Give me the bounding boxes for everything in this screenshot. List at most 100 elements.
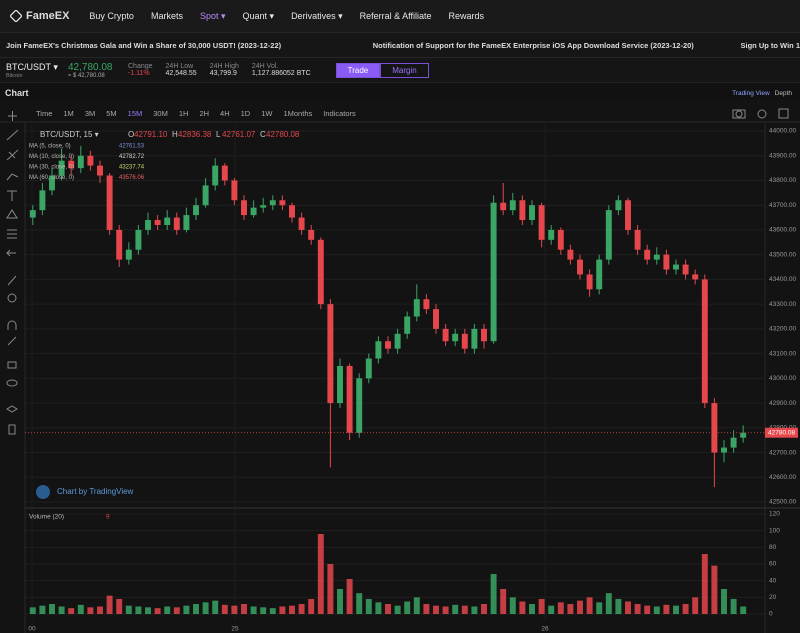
volume-bar: [260, 607, 267, 614]
logo[interactable]: FameEX: [10, 10, 69, 22]
interval[interactable]: 4H: [220, 108, 230, 118]
candle-body: [221, 165, 228, 181]
ma-name: MA (30, close, 0): [29, 165, 74, 171]
nav-item[interactable]: Markets: [150, 10, 183, 21]
candle-body: [586, 274, 593, 290]
candle-body: [423, 299, 430, 310]
drawing-tools[interactable]: [5, 108, 789, 435]
watermark-icon: [36, 485, 50, 499]
candle-body: [404, 316, 411, 334]
interval-bar: Time 1M 3M 5M 15M 30M 1H 2H 4H 1D 1W 1Months Indicat…: [0, 106, 800, 120]
trade-button[interactable]: Margin: [380, 62, 429, 78]
x-tick-label: 25: [231, 626, 239, 633]
pair[interactable]: BTC/USDT ▾ Bitcoin: [6, 62, 68, 79]
announcement[interactable]: Sign Up to Win 1: [740, 40, 800, 50]
volume-bar: [481, 604, 487, 614]
interval[interactable]: Time: [36, 108, 53, 118]
candle-body: [471, 328, 478, 349]
view-option[interactable]: Depth: [774, 89, 792, 97]
y-tick-label: 43700.00: [769, 202, 796, 209]
announcement[interactable]: Notification of Support for the FameEX E…: [372, 40, 694, 50]
nav-item[interactable]: Derivatives ▾: [291, 10, 343, 21]
legend-value: 42761.07: [222, 130, 256, 139]
candle-body: [653, 254, 660, 260]
candle-body: [135, 229, 142, 250]
candle-body: [317, 239, 324, 305]
volume-bar: [673, 605, 679, 614]
volume-bar: [87, 607, 94, 614]
candle-body: [394, 333, 401, 349]
candle-body: [557, 229, 564, 250]
nav-item[interactable]: Rewards: [448, 10, 484, 21]
nav-item[interactable]: Spot ▾: [199, 10, 226, 21]
candle-body: [145, 220, 151, 230]
candle-body: [29, 210, 36, 218]
candle-body: [183, 215, 190, 230]
volume-bar: [461, 605, 468, 614]
candle-body: [289, 205, 295, 218]
volume-bar: [125, 605, 132, 614]
interval[interactable]: 5M: [106, 108, 117, 118]
interval[interactable]: 30M: [153, 108, 168, 118]
volume-bar: [509, 597, 516, 614]
view-option[interactable]: Trading View: [732, 89, 770, 97]
stat-value: 43,799.9: [209, 70, 237, 77]
y-tick-label: 43200.00: [769, 326, 796, 333]
candle-body: [663, 254, 670, 270]
candle-body: [548, 229, 555, 240]
candle-body: [298, 217, 305, 230]
interval[interactable]: 1W: [261, 108, 273, 118]
stat-value: 42,548.55: [165, 70, 197, 77]
interval[interactable]: 15M: [127, 108, 143, 118]
nav-item[interactable]: Buy Crypto: [89, 10, 134, 21]
volume-bar: [317, 534, 324, 614]
view-switch: Trading View Depth: [732, 90, 792, 97]
candle-body: [77, 155, 84, 169]
interval[interactable]: 1D: [240, 108, 251, 118]
candle-body: [269, 200, 276, 206]
volume-bar: [183, 605, 190, 614]
candle-body: [125, 249, 132, 260]
volume-bar: [116, 599, 123, 614]
volume-bar: [471, 606, 478, 614]
candle-body: [385, 341, 391, 349]
candle-body: [337, 365, 343, 404]
trade-button[interactable]: Trade: [335, 62, 381, 78]
candle-body: [567, 249, 574, 260]
trade-buttons: Trade Margin: [330, 62, 429, 78]
interval[interactable]: 3M: [84, 108, 96, 118]
volume-bar: [404, 601, 411, 614]
candle-body: [365, 358, 372, 379]
volume-bar: [634, 604, 641, 614]
candle-body: [250, 207, 257, 216]
volume-title: Volume (20): [29, 514, 64, 521]
interval[interactable]: 1H: [178, 108, 189, 118]
last-price-label: 42780.08: [768, 429, 795, 436]
candle-body: [58, 160, 65, 176]
nav-item[interactable]: Quant ▾: [242, 10, 275, 21]
interval[interactable]: 1M: [63, 108, 74, 118]
volume-bar: [49, 604, 55, 614]
candle-body: [212, 165, 219, 186]
candle-body: [308, 229, 315, 240]
announcement[interactable]: Join FameEX's Christmas Gala and Win a S…: [6, 40, 282, 50]
ma-name: MA (10, close, 0): [29, 154, 74, 160]
volume-tick-label: 120: [769, 511, 780, 518]
candle-body: [740, 432, 747, 438]
y-tick-label: 43600.00: [769, 227, 796, 234]
candle-body: [730, 437, 737, 448]
candle-body: [442, 328, 449, 342]
volume-bar: [442, 606, 449, 614]
nav-item[interactable]: Referral & Affiliate: [359, 10, 432, 21]
volume-tick-label: 40: [769, 577, 777, 584]
coin-name: Bitcoin: [6, 72, 23, 79]
interval[interactable]: 2H: [199, 108, 210, 118]
volume-bar: [356, 593, 363, 614]
ma-name: MA (5, close, 0): [29, 144, 71, 150]
volume-bar: [413, 597, 420, 614]
indicators[interactable]: Indicators: [323, 108, 356, 118]
interval[interactable]: 1Months: [283, 108, 313, 118]
volume-bar: [68, 608, 75, 614]
announcement-bar: Join FameEX's Christmas Gala and Win a S…: [0, 32, 800, 58]
y-tick-label: 43000.00: [769, 375, 796, 382]
